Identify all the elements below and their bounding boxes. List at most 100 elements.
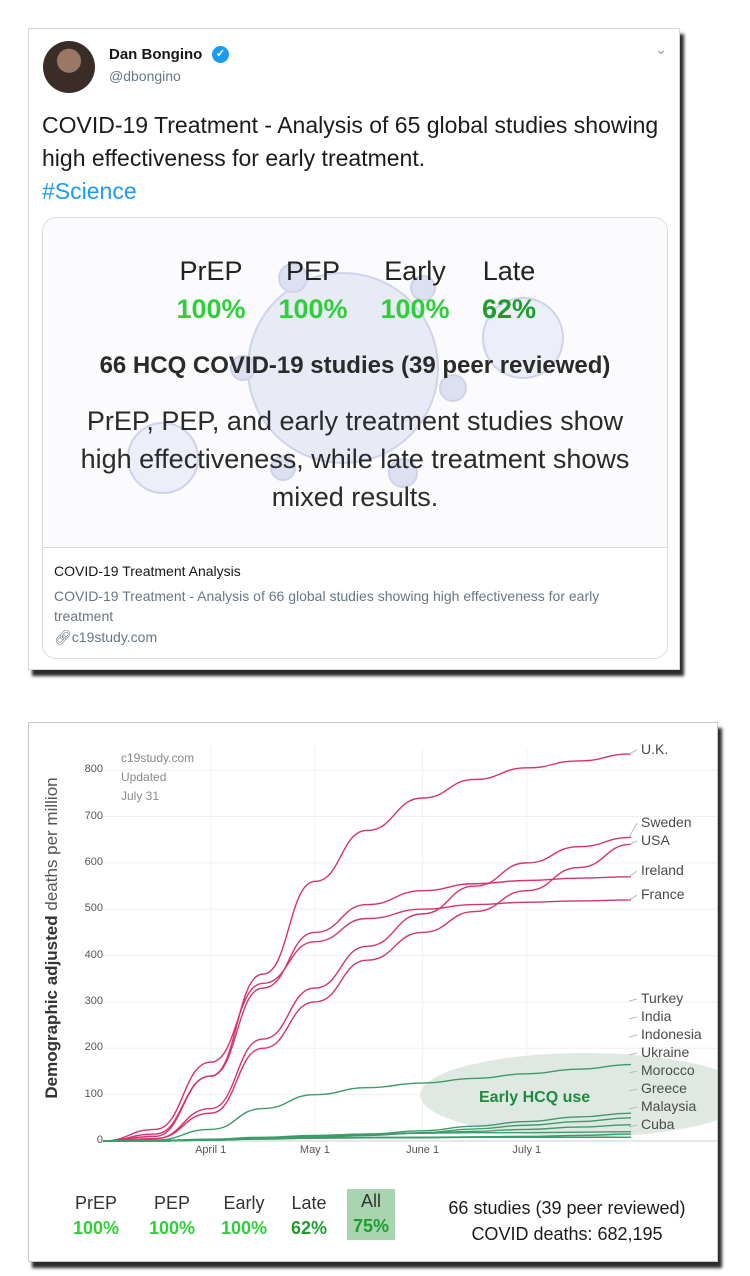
y-tick-label: 700 [84,809,103,822]
card-heading: 66 HCQ COVID-19 studies (39 peer reviewe… [99,352,611,379]
stat-pep: PEP 100% [149,1193,195,1239]
covid-deaths: COVID deaths: 682,195 [471,1224,663,1244]
stat-early: Early 100% [221,1193,267,1239]
stat-label: Early [223,1193,265,1213]
series-label-uk: U.K. [641,741,669,757]
studies-count: 66 studies (39 peer reviewed) [448,1198,686,1218]
card-stat-late: Late 62% [459,256,559,325]
tweet-body: COVID-19 Treatment - Analysis of 65 glob… [42,112,659,171]
card-stat-pep: PEP 100% [263,256,363,325]
series-label-cuba: Cuba [641,1116,675,1132]
x-tick-label: June 1 [406,1144,440,1156]
label-arrow [628,840,638,845]
user-handle[interactable]: @dbongino [109,68,181,84]
label-arrows [628,749,638,1128]
tweet-card: Dan Bongino ✓ @dbongino ⌄ COVID-19 Treat… [28,28,680,670]
series-label-ukraine: Ukraine [641,1044,690,1060]
series-label-morocco: Morocco [641,1062,695,1078]
stat-value: 100% [73,1218,120,1238]
label-arrow [628,1106,638,1110]
early-hcq-annotation: Early HCQ use [479,1089,591,1106]
y-tick-label: 400 [84,948,103,961]
label-arrow [628,998,638,1002]
card-description: COVID-19 Treatment - Analysis of 66 glob… [54,588,600,624]
label-arrow [628,822,638,838]
series-label-india: India [641,1008,672,1024]
series-label-usa: USA [641,832,670,848]
verified-badge-icon: ✓ [212,46,229,63]
stat-value: 100% [149,1218,196,1238]
series-line-ireland [102,876,632,1142]
x-tick-label: May 1 [299,1144,330,1156]
y-axis-label-rest: deaths per million [42,777,61,916]
card-body-text: PrEP, PEP, and early treatment studies s… [80,406,630,512]
stat-label: Late [291,1193,327,1213]
series-line-france [102,899,632,1142]
hashtag-link[interactable]: #Science [42,178,137,204]
display-name[interactable]: Dan Bongino [109,46,203,63]
stat-label: PEP [154,1193,191,1213]
chevron-down-icon[interactable]: ⌄ [655,41,667,57]
series-label-france: France [641,886,685,902]
stat-value: 62% [291,1218,328,1238]
stat-all: All 75% [347,1189,396,1240]
series-label-turkey: Turkey [641,990,684,1006]
label-arrow [628,749,638,755]
card-domain: 🔗︎c19study.com [54,629,157,646]
link-preview-card[interactable]: PrEP 100% PEP 100% Early 100% Late 62% 6… [42,217,668,659]
card-stat-label: Late [482,256,536,286]
card-footer[interactable]: COVID-19 Treatment Analysis COVID-19 Tre… [43,547,667,658]
y-tick-label: 500 [84,902,103,915]
stat-prep: PrEP 100% [73,1193,119,1239]
card-domain-text: c19study.com [71,629,158,645]
chart-series [102,753,632,1142]
chart-watermark: c19study.com Updated July 31 [121,749,194,806]
stat-label: PrEP [75,1193,118,1213]
label-arrow [628,1088,638,1092]
y-tick-label: 600 [84,855,103,868]
series-line-cuba [103,1136,631,1142]
card-stat-value: 100% [380,294,450,324]
tweet-text: COVID-19 Treatment - Analysis of 65 glob… [42,109,662,208]
label-arrow [628,870,638,878]
stat-label: All [361,1191,382,1211]
x-tick-label: July 1 [512,1144,542,1156]
card-stat-value: 100% [176,294,246,324]
card-image: PrEP 100% PEP 100% Early 100% Late 62% 6… [43,218,667,546]
series-line-sweden [102,836,632,1142]
virus-background-icon [127,263,564,494]
card-stat-value: 62% [481,294,537,324]
early-hcq-highlight [420,1053,717,1137]
watermark-line: c19study.com [121,751,195,765]
stat-late: Late 62% [291,1193,327,1239]
y-tick-label: 200 [84,1041,103,1054]
studies-summary: 66 studies (39 peer reviewed) COVID deat… [417,1195,717,1247]
watermark-line: Updated [121,770,167,784]
label-arrow [628,1070,638,1074]
label-arrow [628,1124,638,1128]
series-label-ireland: Ireland [641,862,684,878]
series-label-sweden: Sweden [641,814,692,830]
card-stat-prep: PrEP 100% [161,256,261,325]
card-stat-label: Early [384,256,446,286]
y-axis-label: Demographic adjusted deaths per million [42,753,62,1123]
y-tick-label: 300 [84,994,103,1007]
y-axis-label-bold: Demographic adjusted [42,915,61,1099]
y-tick-label: 0 [96,1134,103,1146]
y-tick-label: 100 [84,1087,103,1100]
line-chart [102,747,717,1142]
card-stat-early: Early 100% [365,256,465,325]
card-stat-label: PrEP [179,256,243,286]
link-icon: 🔗︎ [54,629,72,645]
label-arrow [628,1016,638,1020]
series-label-malaysia: Malaysia [641,1098,697,1114]
series-label-indonesia: Indonesia [641,1026,702,1042]
label-arrow [628,894,638,901]
label-arrow [628,1034,638,1038]
series-line-usa [102,843,632,1142]
chart-panel: Demographic adjusted deaths per million … [28,722,718,1262]
watermark-line: July 31 [121,789,160,803]
avatar[interactable] [43,41,95,93]
stat-value: 75% [353,1216,390,1236]
label-arrow [628,1052,638,1056]
